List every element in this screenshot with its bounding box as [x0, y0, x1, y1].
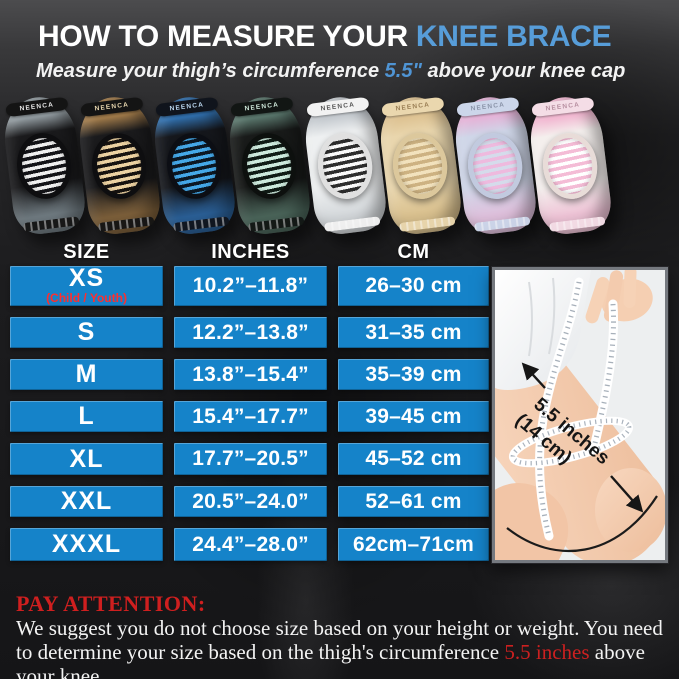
knee-brace-brown-black: NEENCA: [75, 93, 164, 237]
advice-post: above your knee.: [16, 640, 645, 679]
size-cell-L: L: [10, 401, 163, 432]
size-cell-S: S: [10, 317, 163, 348]
page-title: HOW TO MEASURE YOUR KNEE BRACE: [38, 20, 612, 54]
brace-knee-pad: [13, 129, 75, 203]
brace-bottom-band: [22, 216, 80, 232]
knee-brace-white: NEENCA: [300, 93, 389, 237]
brace-bottom-band: [97, 216, 155, 232]
inches-cell-XS: 10.2”–11.8”: [174, 266, 327, 306]
arrow-down-right: [610, 475, 644, 513]
column-header-size: SIZE: [63, 241, 110, 263]
brace-bottom-band: [248, 216, 306, 232]
brace-brand-band: NEENCA: [230, 96, 294, 118]
size-label: XXL: [60, 487, 113, 515]
shorts-folds: [528, 277, 556, 357]
hand: [585, 270, 653, 324]
size-label: S: [77, 318, 96, 346]
size-label: XXXL: [51, 530, 122, 558]
cm-cell-S: 31–35 cm: [338, 317, 489, 348]
brace-brand-band: NEENCA: [80, 96, 144, 118]
column-header-inches: INCHES: [211, 241, 290, 263]
size-cell-M: M: [10, 359, 163, 390]
brace-knee-pad: [238, 129, 301, 203]
brace-knee-pad: [88, 129, 151, 203]
column-header-cm: CM: [397, 241, 430, 263]
advice-pre: We suggest you do not choose size based …: [16, 616, 663, 664]
size-cell-XS: XS (Child / Youth): [10, 266, 163, 306]
thigh-measurement-photo: 5.5 inches (14 cm): [492, 267, 668, 563]
brand-text: NEENCA: [19, 101, 55, 113]
inches-cell-XXXL: 24.4”–28.0”: [174, 528, 327, 561]
brace-bottom-band: [398, 216, 456, 232]
arrow-up-left: [521, 362, 546, 389]
brand-text: NEENCA: [394, 101, 431, 113]
brace-knee-pad: [313, 129, 376, 203]
brand-text: NEENCA: [319, 101, 356, 113]
inches-cell-S: 12.2”–13.8”: [174, 317, 327, 348]
brace-bottom-band: [323, 216, 381, 232]
cm-cell-XXL: 52–61 cm: [338, 486, 489, 517]
knee-brace-blue-black: NEENCA: [150, 93, 239, 237]
brace-brand-band: NEENCA: [5, 96, 69, 118]
brace-brand-band: NEENCA: [531, 96, 595, 118]
advice-measurement: 5.5 inches: [504, 640, 590, 664]
product-color-row: NEENCA NEENCA NEENCA NEENCA NEENCA NEENCA NEEN…: [0, 93, 615, 237]
cm-cell-L: 39–45 cm: [338, 401, 489, 432]
knee: [595, 468, 665, 552]
thigh-measurement-illustration: 5.5 inches (14 cm): [495, 270, 665, 560]
size-label: M: [75, 360, 98, 388]
brace-knee-pad: [163, 129, 226, 203]
brace-brand-band: NEENCA: [155, 96, 219, 118]
cm-cell-XS: 26–30 cm: [338, 266, 489, 306]
page-subtitle: Measure your thigh’s circumference 5.5" …: [36, 60, 625, 83]
knee-brace-beige: NEENCA: [375, 93, 464, 237]
brand-text: NEENCA: [94, 101, 130, 113]
knee-brace-gray-black: NEENCA: [0, 93, 89, 237]
white-shorts: [495, 270, 591, 390]
subtitle-post: above your knee cap: [421, 60, 626, 82]
inches-cell-L: 15.4”–17.7”: [174, 401, 327, 432]
pay-attention-label: PAY ATTENTION:: [16, 591, 206, 616]
size-label: XL: [69, 444, 104, 473]
knee-brace-lavender-pink: NEENCA: [450, 93, 539, 237]
brace-knee-pad: [539, 129, 601, 203]
brace-brand-band: NEENCA: [381, 96, 445, 118]
brace-bottom-band: [548, 216, 606, 232]
brace-bottom-band: [473, 216, 531, 232]
size-cell-XXXL: XXXL: [10, 528, 163, 561]
size-label: XS: [68, 264, 105, 293]
brand-text: NEENCA: [545, 101, 581, 113]
cm-cell-XL: 45–52 cm: [338, 443, 489, 475]
subtitle-pre: Measure your thigh’s circumference: [36, 60, 385, 82]
knee-brace-pink-white: NEENCA: [525, 93, 615, 237]
cm-cell-XXXL: 62cm–71cm: [338, 528, 489, 561]
subtitle-measurement: 5.5": [384, 60, 422, 82]
brand-text: NEENCA: [470, 101, 506, 113]
size-cell-XXL: XXL: [10, 486, 163, 517]
sizing-advice-text: We suggest you do not choose size based …: [16, 616, 668, 679]
brace-bottom-band: [173, 216, 230, 232]
size-label: L: [78, 402, 95, 430]
brace-knee-pad: [464, 129, 526, 203]
inches-cell-XXL: 20.5”–24.0”: [174, 486, 327, 517]
brand-text: NEENCA: [169, 101, 205, 113]
brace-brand-band: NEENCA: [305, 96, 369, 118]
brand-text: NEENCA: [244, 101, 280, 113]
cm-cell-M: 35–39 cm: [338, 359, 489, 390]
brace-knee-pad: [389, 129, 451, 203]
title-white-part: HOW TO MEASURE YOUR: [38, 20, 416, 53]
knee-circumference-arc: [506, 495, 658, 553]
measuring-tape: [508, 277, 634, 541]
title-blue-part: KNEE BRACE: [415, 20, 612, 53]
inches-cell-XL: 17.7”–20.5”: [174, 443, 327, 475]
inches-cell-M: 13.8”–15.4”: [174, 359, 327, 390]
size-note: (Child / Youth): [46, 291, 127, 306]
brace-brand-band: NEENCA: [456, 96, 520, 118]
size-cell-XL: XL: [10, 443, 163, 475]
size-table: XS (Child / Youth) 10.2”–11.8” 26–30 cm S 12.…: [10, 266, 489, 561]
knee-brace-green-black: NEENCA: [225, 93, 314, 237]
